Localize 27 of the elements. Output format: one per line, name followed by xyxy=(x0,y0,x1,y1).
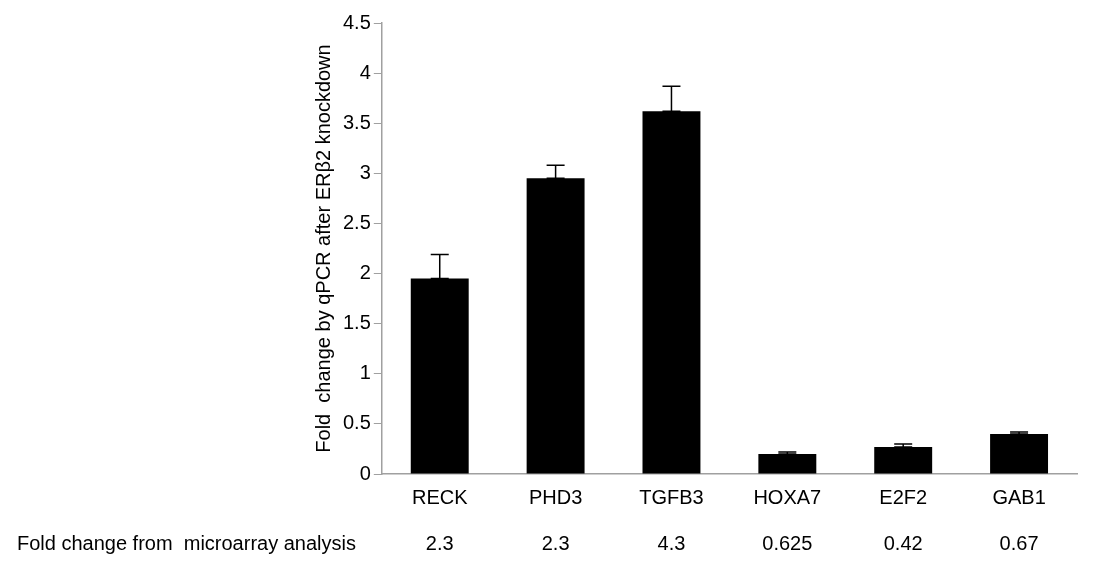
y-tick-label: 1.5 xyxy=(342,311,371,334)
bar xyxy=(990,433,1049,474)
y-tick-label: 1 xyxy=(359,361,371,384)
y-tick-label: 4.5 xyxy=(342,10,371,33)
y-tick-label: 2.5 xyxy=(342,210,371,233)
x-tick-label: TGFB3 xyxy=(639,485,704,508)
x-tick-label: PHD3 xyxy=(528,485,583,508)
text: Fold change from microarray analysis xyxy=(16,531,356,554)
text: 2.3 xyxy=(541,531,570,554)
y-tick-label: 0 xyxy=(359,461,371,484)
text: 0.625 xyxy=(762,531,813,554)
y-tick-label: 3.5 xyxy=(342,110,371,133)
text: 4.3 xyxy=(657,531,686,554)
text: 0.42 xyxy=(883,531,923,554)
x-tick-label: HOXA7 xyxy=(753,485,822,508)
y-tick-label: 2 xyxy=(359,261,371,284)
bar xyxy=(874,446,933,474)
x-tick-label: GAB1 xyxy=(992,485,1046,508)
y-tick-label: 3 xyxy=(359,160,371,183)
bar xyxy=(758,453,817,474)
x-tick-label: E2F2 xyxy=(879,485,928,508)
text: 0.67 xyxy=(999,531,1039,554)
y-axis-title: Fold change by qPCR after ERβ2 knockdown xyxy=(311,44,334,453)
y-tick-label: 0.5 xyxy=(342,411,371,434)
x-tick-label: RECK xyxy=(411,485,469,508)
y-tick-label: 4 xyxy=(359,60,371,83)
text: 2.3 xyxy=(425,531,454,554)
